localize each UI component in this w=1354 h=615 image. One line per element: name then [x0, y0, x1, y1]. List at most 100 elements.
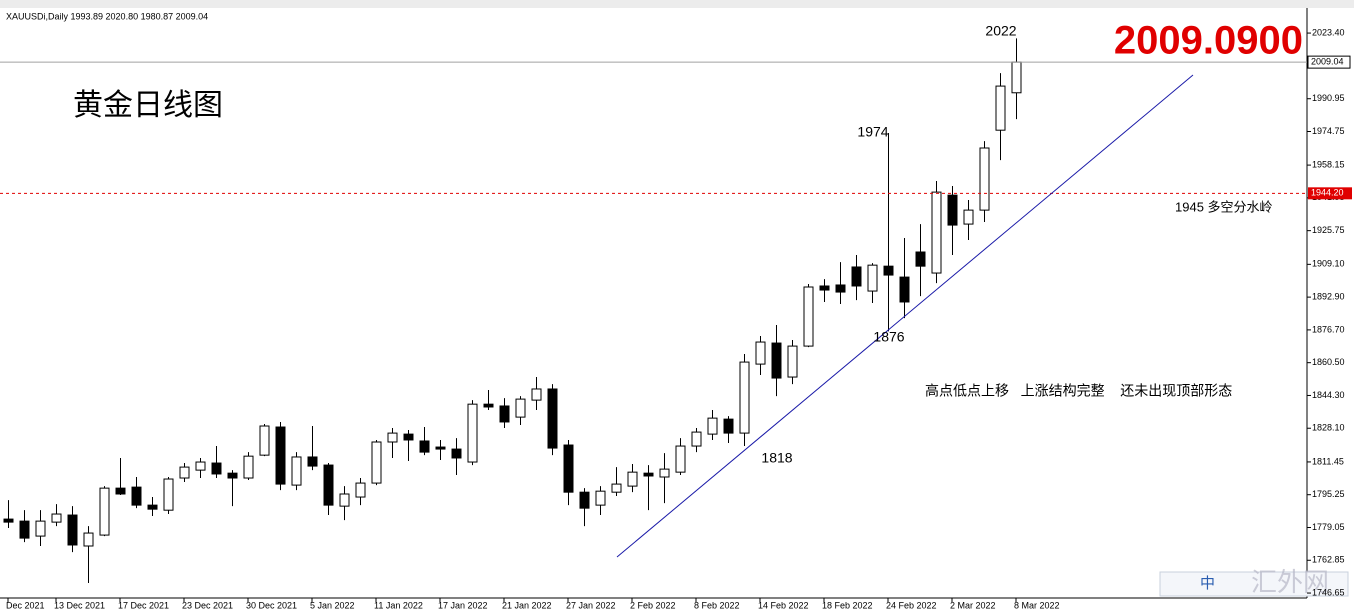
candle-body: [323, 464, 334, 506]
candle-body: [339, 493, 350, 507]
candle-body: [195, 461, 206, 471]
candle-body: [51, 513, 62, 523]
candle-body: [147, 504, 158, 510]
candle-body: [19, 520, 30, 539]
y-tick-label: 1974.75: [1312, 126, 1345, 136]
y-tick-label: 1746.65: [1312, 587, 1345, 597]
candle-body: [419, 440, 430, 453]
candle-body: [627, 471, 638, 487]
candle-body: [899, 276, 910, 303]
candle-body: [867, 264, 878, 292]
y-tick-label: 1811.45: [1312, 456, 1344, 466]
x-tick-label: 8 Mar 2022: [1014, 600, 1060, 610]
candle-body: [851, 266, 862, 287]
candle-body: [307, 456, 318, 467]
x-tick-label: 30 Dec 2021: [246, 600, 297, 610]
candle-body: [515, 398, 526, 418]
candle-body: [3, 518, 14, 523]
chart-header: XAUUSDi,Daily 1993.89 2020.80 1980.87 20…: [6, 11, 208, 21]
candle-body: [387, 432, 398, 443]
x-tick-label: 2 Mar 2022: [950, 600, 996, 610]
price-label-box: [1307, 55, 1351, 69]
candle-body: [83, 532, 94, 547]
candle-body: [1011, 61, 1022, 94]
candle-body: [755, 341, 766, 365]
x-tick-label: 5 Jan 2022: [310, 600, 355, 610]
candle-body: [275, 426, 286, 485]
candle-body: [883, 265, 894, 276]
annotation: 1818: [761, 450, 792, 466]
candle-body: [771, 342, 782, 379]
candle-body: [467, 403, 478, 463]
candle-body: [451, 448, 462, 459]
x-tick-label: 8 Feb 2022: [694, 600, 740, 610]
candle-body: [371, 441, 382, 484]
y-tick-label: 1860.50: [1312, 357, 1345, 367]
toolbar-strip: [0, 0, 1354, 8]
candle-body: [259, 425, 270, 456]
candle-body: [947, 194, 958, 226]
x-tick-label: 17 Dec 2021: [118, 600, 169, 610]
x-tick-label: 11 Jan 2022: [374, 600, 423, 610]
x-tick-label: 14 Feb 2022: [758, 600, 809, 610]
axes: 2023.401990.951974.751958.151941.951925.…: [6, 27, 1352, 610]
candle-body: [243, 455, 254, 479]
x-tick-label: Dec 2021: [6, 600, 45, 610]
candle-body: [355, 482, 366, 498]
candle-body: [211, 462, 222, 475]
x-tick-label: 27 Jan 2022: [566, 600, 616, 610]
candles: [0, 38, 1307, 584]
candle-body: [131, 486, 142, 506]
x-tick-label: 24 Feb 2022: [886, 600, 937, 610]
candle-body: [611, 483, 622, 493]
y-tick-label: 1958.15: [1312, 159, 1345, 169]
candle-body: [67, 514, 78, 546]
candle-body: [547, 388, 558, 449]
candle-body: [595, 490, 606, 506]
annotation: 高点低点上移 上涨结构完整 还未出现顶部形态: [925, 383, 1232, 399]
candle-body: [739, 361, 750, 434]
x-tick-label: 13 Dec 2021: [54, 600, 105, 610]
candle-body: [979, 147, 990, 211]
candle-body: [291, 456, 302, 486]
y-tick-label: 1892.90: [1312, 291, 1345, 301]
level-label: 1944.20: [1311, 188, 1344, 198]
candle-body: [579, 491, 590, 509]
candle-body: [835, 284, 846, 293]
candle-body: [659, 468, 670, 478]
y-tick-label: 1779.05: [1312, 522, 1345, 532]
candle-body: [227, 472, 238, 479]
ime-toolbar: [1159, 571, 1349, 597]
candle-body: [675, 445, 686, 473]
chart-title: 黄金日线图: [73, 89, 223, 122]
x-tick-label: 2 Feb 2022: [630, 600, 676, 610]
x-tick-label: 21 Jan 2022: [502, 600, 552, 610]
candle-body: [531, 388, 542, 401]
annotation: 1876: [873, 329, 904, 345]
y-tick-label: 1925.75: [1312, 225, 1345, 235]
candle-body: [691, 431, 702, 447]
candle-body: [179, 466, 190, 479]
y-tick-label: 1909.10: [1312, 259, 1345, 269]
ime-icon: 中: [1200, 575, 1215, 592]
annotation: 1945 多空分水岭: [1175, 199, 1273, 214]
x-tick-label: 17 Jan 2022: [438, 600, 488, 610]
x-tick-label: 18 Feb 2022: [822, 600, 873, 610]
candle-body: [819, 285, 830, 291]
y-tick-label: 1844.30: [1312, 390, 1345, 400]
annotation: 2022: [985, 23, 1016, 39]
candle-body: [707, 417, 718, 435]
candle-body: [403, 433, 414, 441]
y-tick-label: 1762.85: [1312, 555, 1345, 565]
annotation: 1974: [857, 124, 888, 140]
trend-line: [616, 74, 1194, 558]
y-tick-label: 1876.70: [1312, 324, 1345, 334]
candle-body: [99, 487, 110, 536]
candle-body: [163, 478, 174, 511]
x-tick-label: 23 Dec 2021: [182, 600, 233, 610]
candle-body: [963, 209, 974, 225]
watermark: 汇外网: [1251, 567, 1329, 597]
